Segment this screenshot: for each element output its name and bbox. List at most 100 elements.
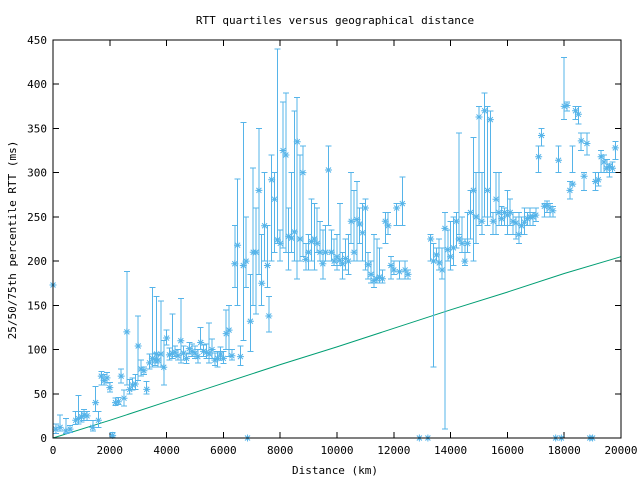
data-point: [583, 132, 591, 156]
median-marker: [219, 354, 227, 362]
data-point: [458, 216, 466, 253]
data-point: [608, 161, 616, 174]
median-marker: [509, 217, 517, 225]
median-marker: [520, 218, 528, 226]
data-point: [484, 105, 492, 227]
median-marker: [597, 153, 605, 161]
data-point: [438, 247, 446, 280]
median-marker: [546, 204, 554, 212]
median-marker: [364, 261, 372, 269]
median-marker: [279, 147, 287, 155]
median-marker: [438, 266, 446, 274]
data-point: [228, 349, 236, 361]
median-marker: [393, 204, 401, 212]
median-marker: [472, 213, 480, 221]
median-marker: [327, 248, 335, 256]
median-marker: [157, 350, 165, 358]
median-marker: [148, 354, 156, 362]
data-point: [339, 251, 347, 280]
data-point: [114, 396, 122, 406]
data-point: [395, 260, 403, 280]
data-point: [580, 172, 588, 191]
median-marker: [475, 113, 483, 121]
median-marker: [273, 236, 281, 244]
data-point: [532, 207, 540, 222]
data-point: [577, 132, 585, 152]
median-marker: [478, 217, 486, 225]
data-point: [307, 198, 315, 262]
median-marker: [114, 398, 122, 406]
median-marker: [381, 217, 389, 225]
data-point: [492, 172, 500, 236]
median-marker: [591, 178, 599, 186]
median-marker: [361, 204, 369, 212]
x-tick-label: 10000: [320, 444, 353, 457]
median-marker: [370, 277, 378, 285]
median-marker: [390, 266, 398, 274]
median-marker: [356, 220, 364, 228]
median-marker: [137, 365, 145, 373]
x-tick-label: 20000: [604, 444, 637, 457]
median-marker: [378, 275, 386, 283]
median-marker: [200, 347, 208, 355]
data-point: [168, 313, 176, 359]
median-marker: [268, 176, 276, 184]
data-point: [290, 110, 298, 262]
median-marker: [208, 346, 216, 354]
data-point: [288, 172, 296, 253]
median-marker: [234, 241, 242, 249]
data-point: [143, 380, 151, 395]
data-point: [549, 205, 557, 218]
median-marker: [153, 350, 161, 358]
data-point: [611, 141, 619, 160]
data-point: [305, 234, 313, 271]
data-point: [316, 220, 324, 262]
median-marker: [324, 166, 332, 174]
data-point: [94, 410, 102, 428]
median-marker: [120, 394, 128, 402]
median-marker: [239, 262, 247, 270]
data-point: [103, 372, 111, 384]
data-point: [342, 238, 350, 271]
x-tick-label: 0: [50, 444, 57, 457]
median-marker: [603, 164, 611, 172]
median-marker: [103, 374, 111, 382]
y-tick-label: 250: [27, 211, 47, 224]
data-point: [529, 211, 537, 227]
data-point: [188, 343, 196, 358]
median-marker: [580, 172, 588, 180]
data-point: [252, 207, 260, 315]
median-marker: [97, 372, 105, 380]
data-point: [89, 419, 97, 432]
median-marker: [217, 350, 225, 358]
data-point: [211, 352, 219, 366]
median-marker: [495, 208, 503, 216]
data-point: [163, 329, 171, 346]
data-point: [148, 287, 156, 368]
plot-frame: [52, 39, 622, 439]
data-point: [255, 127, 263, 275]
data-point: [202, 343, 210, 359]
median-marker: [444, 246, 452, 254]
data-point: [83, 410, 91, 421]
data-point: [441, 211, 449, 430]
data-point: [432, 247, 440, 262]
median-marker: [452, 217, 460, 225]
median-marker: [77, 413, 85, 421]
median-marker: [52, 425, 60, 433]
median-marker: [563, 101, 571, 109]
median-marker: [177, 337, 185, 345]
median-marker: [62, 427, 70, 435]
data-point: [208, 338, 216, 359]
median-marker: [75, 415, 83, 423]
data-point: [106, 381, 114, 393]
data-point: [271, 172, 279, 253]
data-point: [285, 207, 293, 271]
median-marker: [129, 381, 137, 389]
median-marker: [464, 239, 472, 247]
median-marker: [285, 232, 293, 240]
data-point: [200, 344, 208, 358]
median-marker: [72, 416, 80, 424]
